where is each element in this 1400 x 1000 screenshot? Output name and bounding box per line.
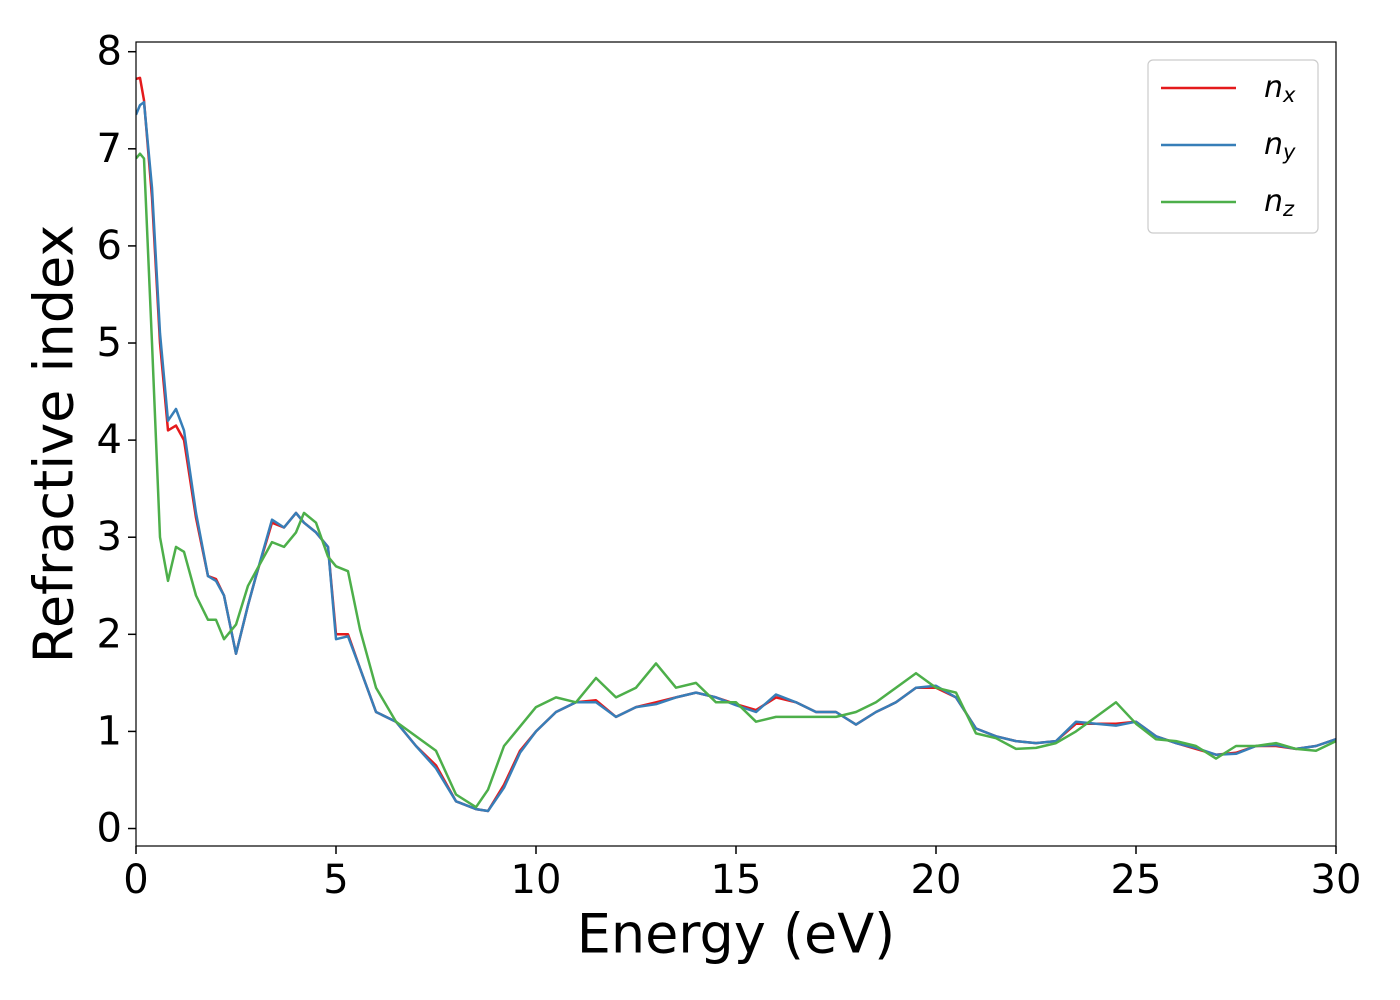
series-line [136, 152, 1336, 809]
y-tick-label: 0 [97, 806, 122, 852]
x-tick-label: 0 [123, 857, 148, 903]
series-line [136, 100, 1336, 813]
x-tick-label: 20 [911, 857, 962, 903]
y-tick-label: 6 [97, 223, 122, 269]
x-tick-label: 15 [711, 857, 762, 903]
y-tick-label: 5 [97, 320, 122, 366]
x-tick-label: 25 [1111, 857, 1162, 903]
y-tick-label: 3 [97, 514, 122, 560]
legend-box [1147, 59, 1319, 234]
y-tick-label: 2 [97, 611, 122, 657]
x-tick-label: 10 [511, 857, 562, 903]
plot-frame [135, 41, 1337, 847]
legend-label: ny [1264, 127, 1296, 165]
y-tick-label: 4 [97, 417, 122, 463]
y-tick-label: 7 [97, 126, 122, 172]
legend-label: nz [1264, 184, 1295, 222]
y-tick-label: 1 [97, 708, 122, 754]
x-tick-label: 30 [1311, 857, 1362, 903]
y-axis-label: Refractive index [23, 225, 86, 664]
legend-label: nx [1264, 70, 1296, 108]
x-tick-label: 5 [323, 857, 348, 903]
x-axis-label: Energy (eV) [577, 903, 896, 966]
y-tick-label: 8 [97, 29, 122, 75]
